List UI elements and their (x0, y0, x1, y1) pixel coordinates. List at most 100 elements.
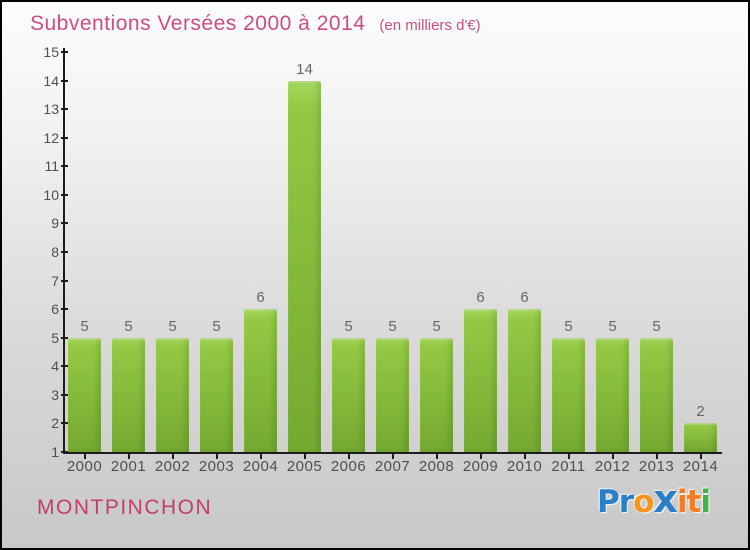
bar-value-label: 14 (296, 60, 313, 78)
x-tick-mark (303, 454, 306, 459)
y-tick-mark (61, 193, 68, 196)
bar-value-label: 5 (652, 317, 661, 335)
y-tick-label: 15 (43, 44, 59, 60)
bar-2014 (684, 423, 717, 452)
x-tick-mark (259, 454, 262, 459)
bar-value-label: 5 (212, 317, 221, 335)
logo-letter: t (686, 484, 702, 520)
bar-2012 (596, 337, 629, 452)
x-tick-label: 2011 (551, 458, 586, 475)
bar-2000 (68, 337, 101, 452)
x-tick-mark (127, 454, 130, 459)
y-tick-label: 10 (43, 186, 59, 203)
y-tick-mark (61, 422, 68, 425)
x-tick-mark (567, 454, 570, 459)
bar-value-label: 2 (696, 403, 705, 421)
x-tick-label: 2004 (242, 458, 279, 475)
y-tick-mark (61, 51, 68, 53)
x-tick-mark (391, 454, 394, 459)
y-tick-label: 1 (51, 444, 59, 460)
x-tick-label: 2012 (594, 458, 631, 475)
x-tick-mark (479, 454, 482, 459)
logo-letter: i (700, 484, 711, 520)
logo-letter: P (597, 484, 620, 520)
logo-letter: o (633, 484, 654, 520)
chart-subtitle: (en milliers d'€) (379, 17, 481, 34)
x-tick-label: 2009 (462, 458, 499, 475)
x-tick-label: 2006 (330, 458, 367, 475)
municipality-label: MONTPINCHON (37, 496, 213, 519)
proxiti-logo: Proxiti (597, 477, 711, 521)
x-tick-label: 2007 (374, 458, 411, 475)
y-tick-label: 11 (44, 158, 59, 175)
bar-value-label: 6 (520, 289, 529, 307)
bar-2011 (552, 337, 585, 452)
y-tick-label: 5 (51, 329, 59, 346)
y-tick-mark (61, 165, 68, 168)
y-tick-label: 2 (51, 415, 59, 432)
y-tick-mark (61, 108, 68, 111)
y-tick-label: 4 (51, 358, 59, 375)
y-tick-mark (61, 79, 68, 82)
x-tick-label: 2008 (418, 458, 455, 475)
y-tick-label: 7 (51, 272, 59, 289)
bar-2009 (464, 309, 497, 452)
x-tick-label: 2001 (110, 458, 147, 475)
bar-value-label: 5 (168, 317, 177, 335)
x-axis-line (63, 452, 722, 454)
bar-2004 (244, 309, 277, 452)
bar-value-label: 5 (80, 317, 89, 335)
x-tick-label: 2010 (506, 458, 543, 475)
x-tick-label: 2003 (198, 458, 235, 475)
x-tick-mark (699, 454, 702, 459)
bar-value-label: 5 (432, 317, 441, 335)
logo-letter: i (676, 484, 688, 520)
y-tick-mark (61, 279, 68, 282)
y-tick-mark (61, 336, 68, 339)
y-tick-label: 8 (51, 244, 59, 260)
x-tick-mark (611, 454, 614, 459)
chart-title: Subventions Versées 2000 à 2014 (30, 12, 366, 35)
logo-letter: r (618, 484, 634, 520)
y-tick-mark (61, 251, 68, 253)
y-tick-mark (61, 393, 68, 396)
bar-value-label: 5 (388, 317, 397, 335)
x-tick-mark (347, 454, 350, 459)
bar-value-label: 5 (608, 317, 617, 335)
logo-letter: x (653, 477, 677, 521)
chart-header: Subventions Versées 2000 à 2014 (en mill… (30, 12, 481, 36)
x-tick-label: 2005 (286, 458, 323, 475)
x-tick-mark (171, 454, 174, 459)
bar-2007 (376, 337, 409, 452)
bar-value-label: 5 (344, 317, 353, 335)
bar-value-label: 5 (564, 317, 573, 335)
bar-2013 (640, 337, 673, 452)
bar-2001 (112, 337, 145, 452)
x-tick-mark (523, 454, 526, 459)
bar-2008 (420, 337, 453, 452)
y-tick-mark (61, 365, 68, 368)
x-tick-label: 2000 (66, 458, 103, 475)
y-tick-label: 9 (51, 215, 59, 232)
y-tick-label: 12 (43, 129, 59, 146)
y-tick-label: 6 (51, 301, 59, 318)
x-tick-mark (83, 454, 86, 459)
y-tick-mark (61, 136, 68, 139)
y-tick-mark (61, 222, 68, 225)
bar-2002 (156, 337, 189, 452)
y-tick-mark (61, 451, 68, 453)
x-tick-label: 2002 (154, 458, 191, 475)
x-tick-mark (215, 454, 218, 459)
bar-2006 (332, 337, 365, 452)
bar-2005 (288, 80, 321, 452)
bar-value-label: 5 (124, 317, 133, 335)
x-tick-mark (655, 454, 658, 459)
bar-value-label: 6 (256, 289, 265, 307)
bar-value-label: 6 (476, 289, 485, 307)
x-tick-label: 2014 (682, 458, 719, 475)
y-tick-mark (61, 308, 68, 311)
bar-2003 (200, 337, 233, 452)
bar-2010 (508, 309, 541, 452)
y-tick-label: 14 (43, 72, 59, 89)
